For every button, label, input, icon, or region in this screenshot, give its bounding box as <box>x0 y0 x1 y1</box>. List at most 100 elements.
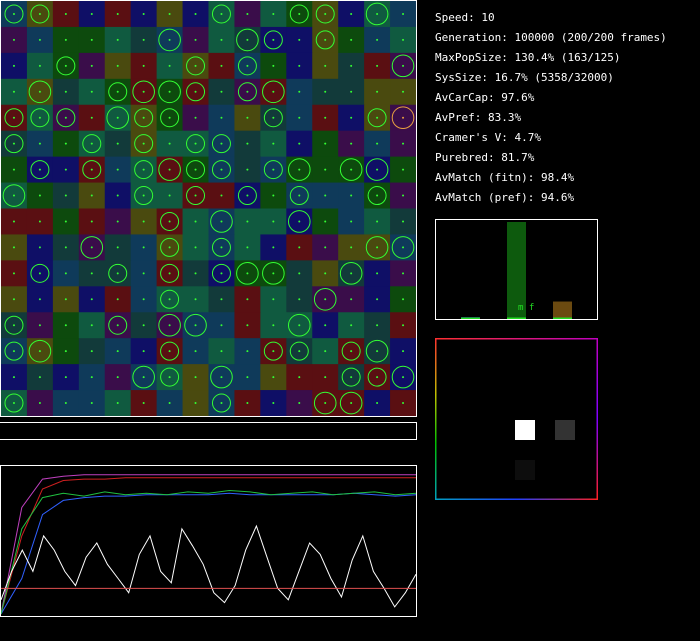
organism-dot <box>142 246 145 249</box>
organism-dot <box>324 324 327 327</box>
stat-maxpopsize: MaxPopSize: 130.4% (163/125) <box>435 51 621 64</box>
organism-dot <box>12 272 15 275</box>
organism-dot <box>376 90 379 93</box>
stat-avmatch-fitn: AvMatch (fitn): 98.4% <box>435 171 575 184</box>
organism-center <box>376 194 379 197</box>
organism-dot <box>350 38 353 41</box>
organism-circle <box>263 160 283 180</box>
organism-dot <box>298 272 301 275</box>
organism-dot <box>64 350 67 353</box>
organism-circle <box>236 28 259 52</box>
organism-dot <box>142 12 145 15</box>
organism-dot <box>246 168 249 171</box>
organism-circle <box>132 80 155 104</box>
history-graph <box>0 465 417 617</box>
organism-circle <box>211 263 231 283</box>
organism-center <box>220 142 223 145</box>
organism-center <box>220 272 223 275</box>
histogram-bar-base <box>461 317 480 319</box>
organism-dot <box>324 168 327 171</box>
organism-dot <box>90 12 93 15</box>
organism-dot <box>116 220 119 223</box>
organism-center <box>220 12 223 15</box>
organism-dot <box>90 38 93 41</box>
organism-circle <box>289 341 309 361</box>
timeline-strip <box>0 422 417 440</box>
organism-dot <box>272 194 275 197</box>
organism-dot <box>90 350 93 353</box>
organism-circle <box>160 367 180 387</box>
organism-circle <box>287 210 311 233</box>
histogram-bar-base <box>553 317 572 319</box>
organism-circle <box>106 106 130 130</box>
organism-dot <box>220 64 223 67</box>
organism-center <box>142 90 145 93</box>
organism-circle <box>391 106 415 130</box>
organism-dot <box>298 376 301 379</box>
organism-circle <box>56 108 76 128</box>
organism-center <box>142 376 145 379</box>
organism-dot <box>324 272 327 275</box>
organism-circle <box>341 341 361 361</box>
organism-dot <box>38 246 41 249</box>
organism-dot <box>64 402 67 405</box>
organism-center <box>12 116 15 119</box>
stats-panel: Speed: 10 Generation: 100000 (200/200 fr… <box>435 8 667 208</box>
stat-generation: Generation: 100000 (200/200 frames) <box>435 31 667 44</box>
stat-avmatch-pref: AvMatch (pref): 94.6% <box>435 191 575 204</box>
organism-dot <box>194 376 197 379</box>
stat-syssize: SysSize: 16.7% (5358/32000) <box>435 71 614 84</box>
organism-center <box>142 194 145 197</box>
organism-center <box>168 350 171 353</box>
organism-center <box>324 12 327 15</box>
organism-center <box>194 142 197 145</box>
organism-circle <box>287 313 311 337</box>
organism-circle <box>134 134 154 154</box>
organism-dot <box>272 142 275 145</box>
organism-circle <box>186 186 206 206</box>
organism-dot <box>272 376 275 379</box>
organism-circle <box>367 367 387 387</box>
organism-center <box>324 298 327 301</box>
organism-dot <box>90 272 93 275</box>
organism-circle <box>158 313 181 337</box>
organism-dot <box>90 90 93 93</box>
organism-dot <box>298 142 301 145</box>
world-grid[interactable] <box>0 0 417 417</box>
organism-dot <box>324 194 327 197</box>
organism-dot <box>246 220 249 223</box>
graph-series-line <box>1 489 416 615</box>
organism-circle <box>237 186 257 206</box>
organism-center <box>246 272 249 275</box>
organism-dot <box>64 324 67 327</box>
organism-center <box>350 376 353 379</box>
organism-dot <box>246 376 249 379</box>
organism-dot <box>324 64 327 67</box>
organism-dot <box>272 246 275 249</box>
organism-center <box>142 116 145 119</box>
organism-circle <box>237 82 257 102</box>
organism-dot <box>194 12 197 15</box>
organism-center <box>116 272 119 275</box>
organism-dot <box>194 246 197 249</box>
organism-circle <box>391 365 415 389</box>
organism-dot <box>350 324 353 327</box>
organism-dot <box>64 12 67 15</box>
organism-center <box>246 64 249 67</box>
organism-circle <box>339 262 363 285</box>
organism-center <box>38 12 41 15</box>
organism-circle <box>367 108 387 128</box>
organism-center <box>298 194 301 197</box>
organism-center <box>376 12 379 15</box>
organism-center <box>272 38 275 41</box>
organism-dot <box>246 246 249 249</box>
organism-center <box>168 376 171 379</box>
organism-circle <box>108 263 128 283</box>
organism-circle <box>4 315 24 335</box>
organism-dot <box>90 298 93 301</box>
organism-dot <box>168 142 171 145</box>
organism-circle <box>289 4 309 24</box>
organism-center <box>350 402 353 405</box>
organism-center <box>246 90 249 93</box>
organism-circle <box>160 211 180 231</box>
